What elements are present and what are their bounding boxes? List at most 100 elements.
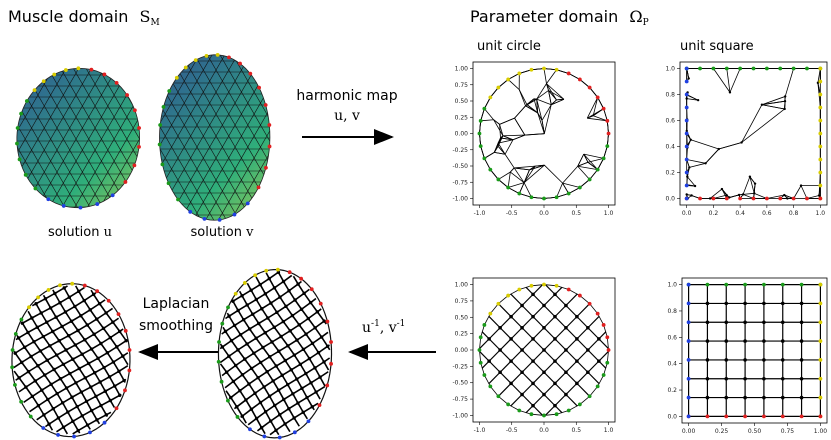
boundary-node: [530, 68, 534, 72]
boundary-node: [818, 158, 822, 162]
x-tick-label: 0.5: [571, 210, 581, 217]
mesh-node: [277, 388, 280, 391]
mesh-node: [542, 348, 546, 352]
boundary-node: [46, 197, 50, 201]
mesh-node: [245, 342, 248, 345]
boundary-node: [16, 126, 20, 130]
mesh-node: [724, 377, 728, 381]
mesh-node: [64, 348, 67, 351]
mesh-node: [743, 339, 747, 343]
mesh-node: [286, 344, 289, 347]
mesh-node: [685, 97, 687, 99]
boundary-node: [34, 187, 38, 191]
boundary-node: [310, 287, 314, 291]
boundary-node: [478, 348, 482, 352]
boundary-node: [14, 332, 18, 336]
mesh-node: [20, 361, 23, 364]
mesh-node: [241, 414, 244, 417]
mesh-node: [61, 401, 64, 404]
boundary-node: [685, 145, 689, 149]
y-tick-label: 0.75: [455, 298, 469, 305]
boundary-node: [819, 320, 823, 324]
boundary-node: [685, 184, 689, 188]
mesh-node: [58, 301, 61, 304]
boundary-node: [124, 329, 128, 333]
y-tick-label: -0.25: [452, 147, 468, 154]
mesh-node: [112, 360, 115, 363]
mesh-node: [76, 329, 79, 332]
boundary-node: [11, 348, 15, 352]
mesh-node: [800, 320, 804, 324]
boundary-node: [805, 197, 809, 201]
mesh-node: [531, 337, 535, 341]
mesh-node: [725, 194, 727, 196]
boundary-node: [217, 340, 221, 344]
mesh-node: [800, 339, 804, 343]
mesh-node: [553, 337, 557, 341]
boundary-node: [530, 412, 534, 416]
mesh-node: [326, 345, 329, 348]
boundary-node: [267, 123, 271, 127]
boundary-node: [685, 106, 689, 110]
mesh-node: [227, 355, 230, 358]
mesh-node: [250, 367, 253, 370]
boundary-node: [479, 361, 483, 365]
boundary-node: [95, 289, 99, 293]
x-tick-label: 0.0: [682, 210, 692, 217]
y-tick-label: 1.00: [455, 66, 469, 73]
boundary-node: [62, 204, 66, 208]
mesh-node: [300, 387, 303, 390]
mesh-node: [597, 359, 601, 363]
y-tick-label: 0.4: [667, 361, 677, 368]
mesh-node: [753, 192, 755, 194]
mesh-node: [49, 383, 52, 386]
mesh-node: [287, 407, 290, 410]
mesh-node: [99, 404, 102, 407]
boundary-node: [79, 206, 83, 210]
mesh-node: [283, 422, 286, 425]
mesh-node: [586, 348, 590, 352]
muscle-heading: Muscle domain SM: [8, 7, 160, 28]
mesh-node: [21, 322, 24, 325]
boundary-node: [299, 277, 303, 281]
boundary-node: [103, 421, 107, 425]
y-tick-label: 0.4: [665, 144, 675, 151]
boundary-node: [818, 197, 822, 201]
mesh-node: [322, 360, 325, 363]
y-tick-label: 0.8: [667, 308, 677, 315]
x-tick-label: 0.0: [539, 427, 549, 434]
boundary-node: [238, 62, 242, 66]
mesh-node: [690, 139, 692, 141]
mesh-node: [729, 91, 731, 93]
boundary-node: [117, 312, 121, 316]
boundary-node: [687, 377, 691, 381]
mesh-node: [818, 194, 820, 196]
x-tick-label: 0.75: [781, 428, 795, 435]
mesh-node: [706, 339, 710, 343]
boundary-node: [778, 67, 782, 71]
mesh-node: [29, 355, 32, 358]
mesh-node: [531, 293, 535, 297]
boundary-node: [42, 79, 46, 83]
mesh-node: [743, 302, 747, 306]
y-tick-label: 0.50: [455, 98, 469, 105]
mesh-node: [688, 77, 690, 79]
mesh-node: [564, 393, 568, 397]
mesh-node: [553, 293, 557, 297]
mesh-node: [64, 310, 67, 313]
boundary-node: [685, 197, 689, 201]
mesh-node: [268, 277, 271, 280]
boundary-node: [488, 168, 492, 172]
mesh-node: [273, 404, 276, 407]
mesh-node: [743, 377, 747, 381]
y-tick-label: -1.00: [452, 196, 468, 203]
boundary-node: [194, 58, 198, 62]
mesh-node: [260, 426, 263, 429]
mesh-node: [74, 381, 77, 384]
mesh-node: [86, 323, 89, 326]
boundary-node: [542, 414, 546, 418]
mesh-node: [265, 370, 268, 373]
mesh-node: [575, 337, 579, 341]
mesh-node: [762, 377, 766, 381]
mesh-node: [225, 370, 228, 373]
